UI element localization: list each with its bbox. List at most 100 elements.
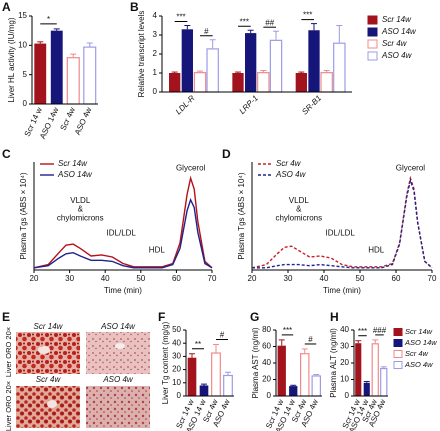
bar <box>320 72 333 93</box>
bar <box>300 353 310 397</box>
bar <box>269 39 283 93</box>
y-axis-label: Liver Tg content (mg/g) <box>161 321 170 404</box>
error-bar <box>363 380 370 383</box>
x-tick-label: SR-B1 <box>300 94 323 117</box>
bar <box>211 352 221 397</box>
error-bar <box>37 41 44 44</box>
y-tick-label: 60 <box>262 342 271 351</box>
error-bar <box>86 42 93 47</box>
legend-label: ASO 4w <box>404 360 433 369</box>
panel-letter: G <box>250 310 259 324</box>
significance-label: *** <box>176 13 185 22</box>
x-tick-label: 60 <box>172 274 181 283</box>
bar <box>223 374 233 397</box>
micrograph <box>16 332 80 374</box>
x-tick-label: 40 <box>320 274 329 283</box>
bar <box>50 30 63 105</box>
error-bar <box>209 39 216 49</box>
bar <box>66 57 80 105</box>
image-label: Scr 14w <box>34 322 64 331</box>
x-tick-label: 30 <box>65 274 74 283</box>
panel-letter: B <box>130 0 139 14</box>
y-axis-label: Plasma ALT (ng/ml) <box>329 328 338 398</box>
x-tick-label: 50 <box>136 274 145 283</box>
peak-label: chylomicrons <box>275 213 322 222</box>
x-tick-label: 20 <box>248 274 257 283</box>
bar <box>169 73 181 92</box>
peak-label: HDL <box>149 246 166 255</box>
panel-e: E Liver ORO 20× Liver ORO 20× Scr 14w AS… <box>2 310 150 431</box>
legend-swatch <box>367 27 378 37</box>
legend-label: Scr 14w <box>405 327 433 336</box>
error-bar <box>53 28 60 31</box>
panel-letter: A <box>2 0 11 14</box>
x-tick-label: 60 <box>392 274 401 283</box>
y-tick-label: 10 <box>18 40 27 49</box>
bar <box>289 386 298 396</box>
x-tick-label: 70 <box>428 274 437 283</box>
significance-label: # <box>308 335 313 344</box>
significance-label: # <box>204 27 209 36</box>
y-axis-label: Plasma AST (ng/ml) <box>251 327 260 398</box>
y-tick-label: 10 <box>340 375 349 384</box>
x-tick-label: LDL-R <box>174 93 197 116</box>
peak-label: Glycerol <box>396 164 426 173</box>
bar <box>232 73 244 92</box>
y-tick-label: 20 <box>262 375 271 384</box>
x-tick-label: 30 <box>284 274 293 283</box>
bar <box>34 43 47 104</box>
panel-letter: D <box>222 147 231 161</box>
y-axis-label: Liver HL activity (IU/mg) <box>7 17 16 102</box>
bar <box>181 29 193 92</box>
row-label: Liver ORO 20× <box>4 381 13 431</box>
y-tick-label: 0 <box>177 391 182 400</box>
image-label: ASO 4w <box>102 375 134 384</box>
error-bar <box>260 70 267 73</box>
error-bar <box>278 339 285 346</box>
significance-label: * <box>47 15 50 24</box>
y-tick-label: 0 <box>23 99 28 108</box>
bar <box>277 345 286 396</box>
bar <box>187 357 197 396</box>
vessel <box>115 343 125 349</box>
image-label: Scr 4w <box>36 375 62 384</box>
y-tick-label: 20 <box>172 365 181 374</box>
row-label: Liver ORO 20× <box>4 327 13 377</box>
panel-letter: F <box>158 310 165 324</box>
peak-label: & <box>296 205 302 214</box>
line-series <box>251 175 433 269</box>
peak-label: HDL <box>368 246 385 255</box>
y-tick-label: 20 <box>340 358 349 367</box>
error-bar <box>298 71 305 73</box>
peak-label: VLDL <box>289 196 310 205</box>
error-bar <box>372 339 379 344</box>
legend-label: Scr 4w <box>382 39 408 48</box>
peak-label: & <box>78 205 84 214</box>
error-bar <box>355 340 362 344</box>
y-tick-label: 3 <box>153 30 158 39</box>
vessel <box>47 400 57 408</box>
y-tick-label: 40 <box>340 325 349 334</box>
micrograph <box>16 386 80 428</box>
error-bar <box>197 70 203 73</box>
micrograph <box>86 332 150 374</box>
error-bar <box>336 25 343 43</box>
bar <box>257 72 270 93</box>
y-tick-label: 40 <box>262 358 271 367</box>
error-bar <box>273 30 279 40</box>
bar <box>371 343 379 397</box>
significance-label: ** <box>195 340 201 349</box>
significance-label: *** <box>240 17 249 26</box>
error-bar <box>184 25 191 30</box>
significance-label: *** <box>358 327 367 336</box>
error-bar <box>301 348 308 354</box>
legend-label: Scr 4w <box>276 159 302 168</box>
line-series <box>252 177 433 269</box>
significance-label: ## <box>265 18 274 27</box>
legend-swatch <box>393 350 403 358</box>
error-bar <box>171 71 178 73</box>
significance-label: *** <box>303 11 312 20</box>
image-label: ASO 14w <box>100 322 136 331</box>
error-bar <box>235 71 241 73</box>
